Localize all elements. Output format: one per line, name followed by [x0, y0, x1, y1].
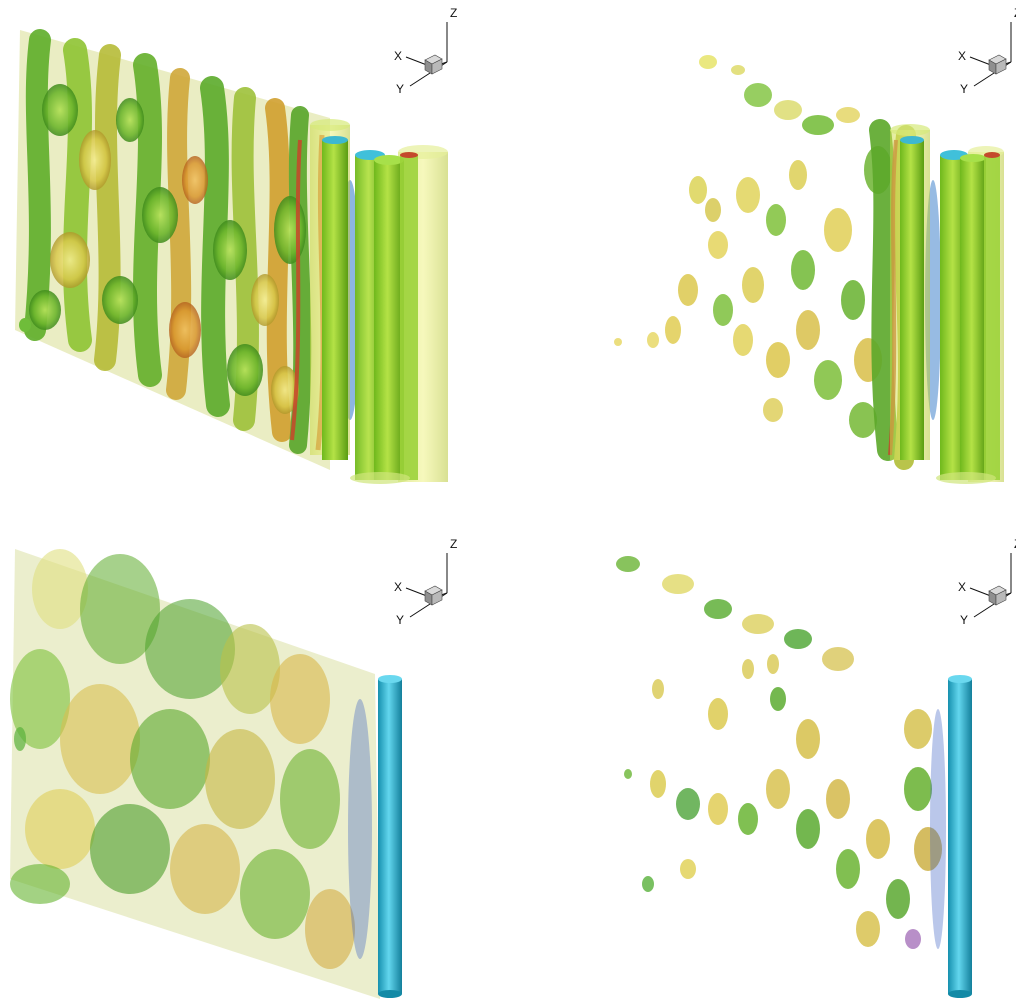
axis-label-y: Y — [396, 613, 405, 627]
axis-triad-top-left: Z X Y — [392, 2, 472, 96]
cylinder-group-bottom-right — [948, 675, 972, 998]
axis-label-z: Z — [1014, 537, 1016, 551]
isosurface-render-bottom-right — [616, 556, 972, 998]
cylinder-group-bottom-left — [378, 675, 402, 998]
axis-label-z: Z — [450, 6, 458, 20]
cylinder-group-top-left — [310, 119, 448, 484]
axis-label-x: X — [958, 580, 967, 594]
panel-bottom-right: Z X Y — [508, 499, 1016, 999]
panel-bottom-left: Z X Y — [0, 499, 508, 999]
axis-label-x: X — [958, 49, 967, 63]
axis-triad-bottom-left: Z X Y — [392, 533, 472, 627]
axis-label-y: Y — [396, 82, 405, 96]
axis-label-x: X — [394, 580, 403, 594]
axis-label-y: Y — [960, 82, 969, 96]
axis-label-y: Y — [960, 613, 969, 627]
axis-triad-top-right: Z X Y — [956, 2, 1016, 96]
isosurface-render-top-left — [15, 29, 448, 484]
axis-label-x: X — [394, 49, 403, 63]
panel-top-right: Z X Y — [508, 0, 1016, 499]
panel-top-left: Z X Y — [0, 0, 508, 499]
axis-label-z: Z — [450, 537, 458, 551]
isosurface-render-top-right — [614, 55, 1004, 484]
axis-triad-bottom-right: Z X Y — [956, 533, 1016, 627]
isosurface-render-bottom-left — [10, 549, 402, 999]
axis-label-z: Z — [1014, 6, 1016, 20]
cylinder-group-top-right — [890, 124, 1004, 484]
